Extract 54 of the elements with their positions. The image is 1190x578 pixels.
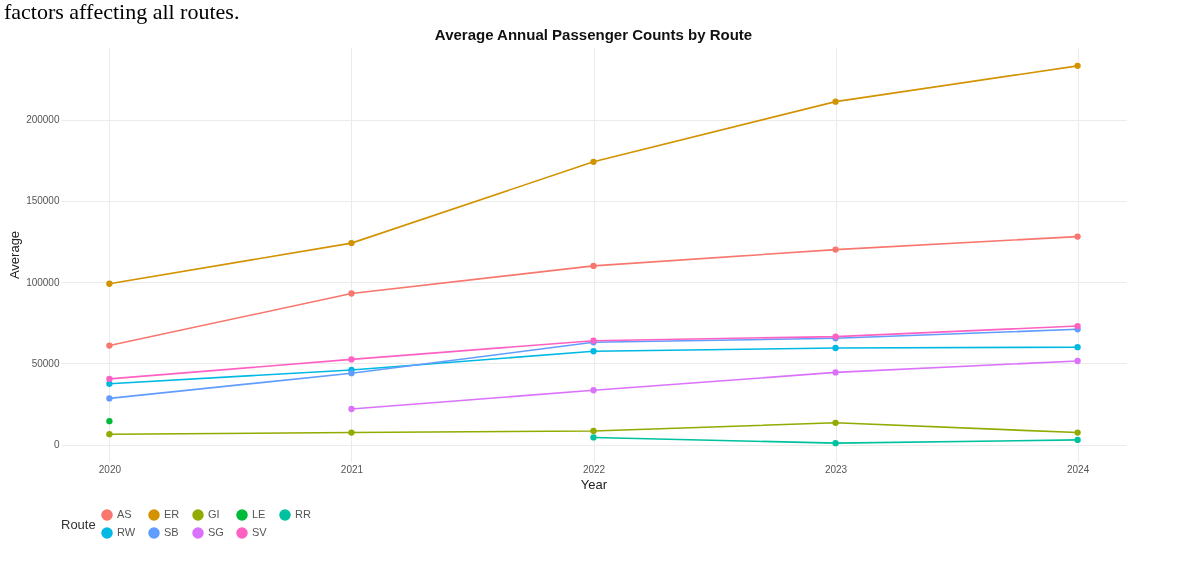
legend-label: AS xyxy=(117,508,132,520)
point xyxy=(832,439,839,447)
legend-label: ER xyxy=(164,508,180,520)
point xyxy=(590,262,597,270)
legend-label: SV xyxy=(252,526,268,538)
point xyxy=(590,387,597,394)
point xyxy=(590,158,597,165)
y-tick-label: 50000 xyxy=(31,357,60,369)
point xyxy=(106,395,113,402)
point xyxy=(832,419,839,426)
x-tick-label: 2023 xyxy=(824,463,848,475)
point xyxy=(348,429,355,436)
y-tick-label: 200000 xyxy=(26,114,60,126)
point xyxy=(1074,429,1081,436)
point xyxy=(1074,233,1081,240)
point xyxy=(832,344,839,352)
y-tick-label: 100000 xyxy=(26,276,60,288)
y-tick-label: 150000 xyxy=(26,195,60,207)
x-tick-label: 2024 xyxy=(1066,463,1090,475)
point xyxy=(106,280,113,287)
point xyxy=(832,246,839,253)
point xyxy=(106,342,113,349)
point xyxy=(832,98,839,105)
legend-label: LE xyxy=(252,508,266,520)
legend-title: Route xyxy=(61,517,96,532)
point xyxy=(1074,436,1081,444)
point xyxy=(590,348,597,355)
x-tick-label: 2022 xyxy=(582,463,606,475)
point xyxy=(348,370,355,377)
point xyxy=(348,290,355,297)
y-tick-label: 0 xyxy=(53,439,60,451)
point xyxy=(348,405,355,413)
point xyxy=(1074,357,1081,365)
x-tick-label: 2021 xyxy=(340,463,364,475)
point xyxy=(348,356,355,363)
y-axis-title: Average xyxy=(7,230,23,280)
point xyxy=(832,369,839,376)
point xyxy=(1074,344,1081,351)
legend-label: SG xyxy=(208,526,224,538)
legend-label: RR xyxy=(295,508,311,520)
legend-label: GI xyxy=(208,508,220,520)
x-tick-label: 2020 xyxy=(98,463,122,475)
x-axis-title: Year xyxy=(580,476,608,492)
legend-label: RW xyxy=(117,526,136,538)
point xyxy=(348,239,355,247)
point xyxy=(590,434,597,441)
point xyxy=(1074,62,1081,70)
text: factors affecting all routes. xyxy=(4,0,240,24)
legend-label: SB xyxy=(164,526,179,538)
chart-title: Average Annual Passenger Counts by Route xyxy=(434,26,753,43)
point xyxy=(106,431,113,438)
point xyxy=(590,427,597,435)
point xyxy=(106,375,113,383)
point xyxy=(1074,322,1081,330)
